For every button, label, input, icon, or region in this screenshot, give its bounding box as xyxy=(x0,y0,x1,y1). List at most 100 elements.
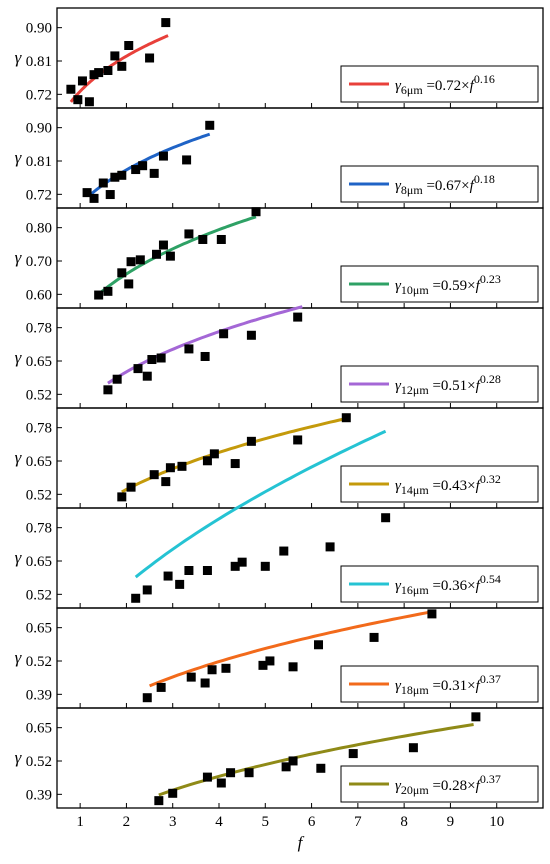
legend-box xyxy=(340,465,539,503)
y-tick-label: 0.90 xyxy=(26,21,52,37)
data-point xyxy=(156,682,166,692)
x-tick-label: 2 xyxy=(123,814,131,830)
y-tick-label: 0.72 xyxy=(26,87,52,103)
data-point xyxy=(216,234,226,244)
data-point xyxy=(237,557,247,567)
data-point xyxy=(279,546,289,556)
data-point xyxy=(230,561,240,571)
fit-curve xyxy=(97,215,257,296)
data-point xyxy=(216,778,226,788)
data-point xyxy=(316,763,326,773)
legend-text-part: × xyxy=(461,178,469,194)
data-point xyxy=(246,436,256,446)
legend-text-part: f xyxy=(476,478,482,494)
data-point xyxy=(117,492,127,502)
data-point xyxy=(186,672,196,682)
legend-text-part: 0.51 xyxy=(441,378,467,394)
data-point xyxy=(260,561,270,571)
data-point xyxy=(200,678,210,688)
legend-text-part: f xyxy=(470,78,476,94)
data-point xyxy=(117,268,127,278)
legend-text-part: = xyxy=(429,678,441,694)
data-point xyxy=(182,155,192,165)
legend-text: γ16μm =0.36×f0.54 xyxy=(395,572,501,597)
data-point xyxy=(244,768,254,778)
data-point xyxy=(293,312,303,322)
y-tick-label: 0.60 xyxy=(26,287,52,303)
data-point xyxy=(265,656,275,666)
x-tick-label: 4 xyxy=(215,814,223,830)
data-point xyxy=(110,172,120,182)
fit-curve xyxy=(88,132,211,197)
legend-text-part: γ xyxy=(395,478,402,494)
legend: γ20μm =0.28×f0.37 xyxy=(340,765,539,803)
y-tick-label: 0.39 xyxy=(26,787,52,803)
y-tick-label: 0.78 xyxy=(26,421,52,437)
data-point xyxy=(184,229,194,239)
data-point xyxy=(288,756,298,766)
legend-text-part: 18μm xyxy=(401,683,429,697)
legend-text: γ12μm =0.51×f0.28 xyxy=(395,372,501,397)
legend-text-part: 0.23 xyxy=(480,272,501,286)
data-point xyxy=(135,255,145,265)
legend-text-part: × xyxy=(467,678,475,694)
legend-text-part: γ xyxy=(395,178,402,194)
legend: γ14μm =0.43×f0.32 xyxy=(340,465,539,503)
data-point xyxy=(156,353,166,363)
data-point xyxy=(177,461,187,471)
legend-text-part: γ xyxy=(395,578,402,594)
y-tick-label: 0.65 xyxy=(26,554,52,570)
data-point xyxy=(209,449,219,459)
data-point xyxy=(145,53,155,63)
y-tick-label: 0.70 xyxy=(26,254,52,270)
legend-text-part: f xyxy=(476,678,482,694)
fit-curve xyxy=(69,34,169,103)
legend-text: γ6μm =0.72×f0.16 xyxy=(395,72,495,97)
legend-text-part: 0.54 xyxy=(480,572,501,586)
x-tick-label: 3 xyxy=(169,814,177,830)
data-point xyxy=(142,371,152,381)
data-point xyxy=(112,374,122,384)
y-tick-label: 0.39 xyxy=(26,687,52,703)
data-point xyxy=(202,772,212,782)
legend-text-part: × xyxy=(461,78,469,94)
data-point xyxy=(202,456,212,466)
data-point xyxy=(126,482,136,492)
data-point xyxy=(89,70,99,80)
legend-text-part: = xyxy=(429,278,441,294)
data-point xyxy=(158,151,168,161)
data-point xyxy=(200,351,210,361)
legend-text-part: 0.32 xyxy=(480,472,501,486)
y-tick-label: 0.65 xyxy=(26,354,52,370)
legend-text: γ20μm =0.28×f0.37 xyxy=(395,772,501,797)
data-point xyxy=(103,66,113,75)
data-point xyxy=(103,385,113,395)
data-point xyxy=(89,193,99,203)
data-point xyxy=(131,593,141,603)
legend-text: γ8μm =0.67×f0.18 xyxy=(395,172,495,197)
legend-text-part: f xyxy=(476,378,482,394)
data-point xyxy=(110,51,120,61)
legend: γ10μm =0.59×f0.23 xyxy=(340,265,539,303)
data-point xyxy=(84,97,94,107)
data-point xyxy=(348,749,358,759)
y-tick-label: 0.52 xyxy=(26,387,52,403)
data-point xyxy=(314,640,324,650)
legend-text-part: 0.31 xyxy=(441,678,467,694)
data-point xyxy=(131,165,141,175)
y-axis-label: γ xyxy=(15,548,23,567)
y-axis-label: γ xyxy=(15,148,23,167)
data-point xyxy=(163,571,173,581)
legend-text-part: 0.18 xyxy=(474,172,495,186)
legend-text-part: γ xyxy=(395,278,402,294)
data-point xyxy=(288,662,298,672)
data-point xyxy=(161,477,171,487)
